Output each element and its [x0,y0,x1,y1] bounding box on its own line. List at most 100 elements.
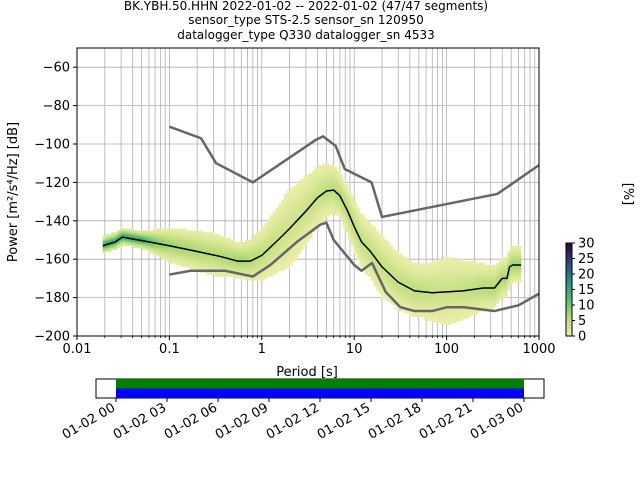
density-cell [395,282,399,285]
density-cell [244,243,249,247]
density-cell [390,268,394,272]
density-cell [362,222,366,225]
density-cell [197,236,201,239]
density-cell [350,241,355,245]
density-cell [417,288,421,291]
density-cell [111,245,115,248]
colorbar-step [566,272,572,275]
density-cell [376,238,380,241]
density-cell [440,322,444,325]
density-cell [150,247,154,250]
density-cell [297,184,302,187]
density-cell [443,261,447,264]
density-cell [295,193,299,197]
density-cell [309,216,313,220]
density-cell [284,228,288,231]
density-cell [186,238,190,241]
density-cell [314,205,318,208]
density-cell [348,209,352,212]
density-cell [164,241,168,245]
y-tick-label: −60 [43,61,70,76]
density-cell [420,276,424,279]
density-cell [147,232,151,235]
density-cell [155,245,159,248]
density-cell [309,222,313,225]
density-cell [225,245,229,248]
density-cell [370,278,374,281]
density-cell [200,263,204,266]
density-cell [278,257,282,260]
density-cell [320,174,324,177]
density-cell [116,241,120,245]
density-cell [376,243,380,247]
density-cell [317,215,321,218]
density-cell [415,297,419,300]
density-cell [495,263,500,266]
density-cell [409,274,413,277]
density-cell [507,263,511,266]
colorbar-step [566,278,572,281]
density-cell [415,278,419,281]
density-cell [459,274,463,277]
density-cell [331,168,335,172]
density-cell [454,314,458,318]
density-cell [470,295,474,298]
density-cell [415,282,419,285]
density-cell [239,274,243,277]
density-cell [515,264,519,268]
density-cell [297,207,302,210]
density-cell [479,274,483,277]
density-cell [292,245,296,248]
density-cell [278,232,282,235]
density-cell [482,286,486,289]
density-cell [217,240,221,243]
density-cell [429,305,433,308]
density-cell [512,245,516,248]
density-cell [412,311,416,314]
density-cell [228,264,232,268]
density-cell [325,199,329,202]
density-cell [303,178,307,181]
density-cell [367,270,371,273]
timeline-tick-label: 01-02 00 [60,400,118,442]
density-cell [378,261,382,264]
density-cell [286,190,290,193]
density-cell [211,272,215,275]
density-cell [403,261,408,264]
density-cell [473,289,477,293]
density-cell [258,263,263,266]
density-cell [300,192,304,195]
density-cell [323,168,327,172]
density-cell [147,230,151,233]
density-cell [256,238,260,241]
density-cell [231,272,235,275]
density-cell [350,232,355,235]
density-cell [387,288,391,291]
density-cell [186,259,190,262]
density-cell [136,241,140,245]
density-cell [261,261,265,264]
density-cell [275,264,279,268]
density-cell [415,276,419,279]
density-cell [300,184,304,187]
density-cell [295,215,299,218]
density-cell [309,215,313,218]
density-cell [451,278,455,281]
colorbar-step [566,315,572,318]
density-cell [339,176,343,179]
density-cell [426,270,430,273]
density-cell [314,224,318,227]
density-cell [289,249,293,252]
density-cell [487,266,491,270]
density-cell [479,268,483,272]
density-cell [440,259,444,262]
density-cell [272,238,276,241]
density-cell [387,263,391,266]
density-cell [381,251,385,254]
density-cell [459,295,463,298]
density-cell [236,264,240,268]
density-cell [448,266,452,270]
density-cell [219,259,223,262]
density-cell [219,236,223,239]
density-cell [214,236,218,239]
